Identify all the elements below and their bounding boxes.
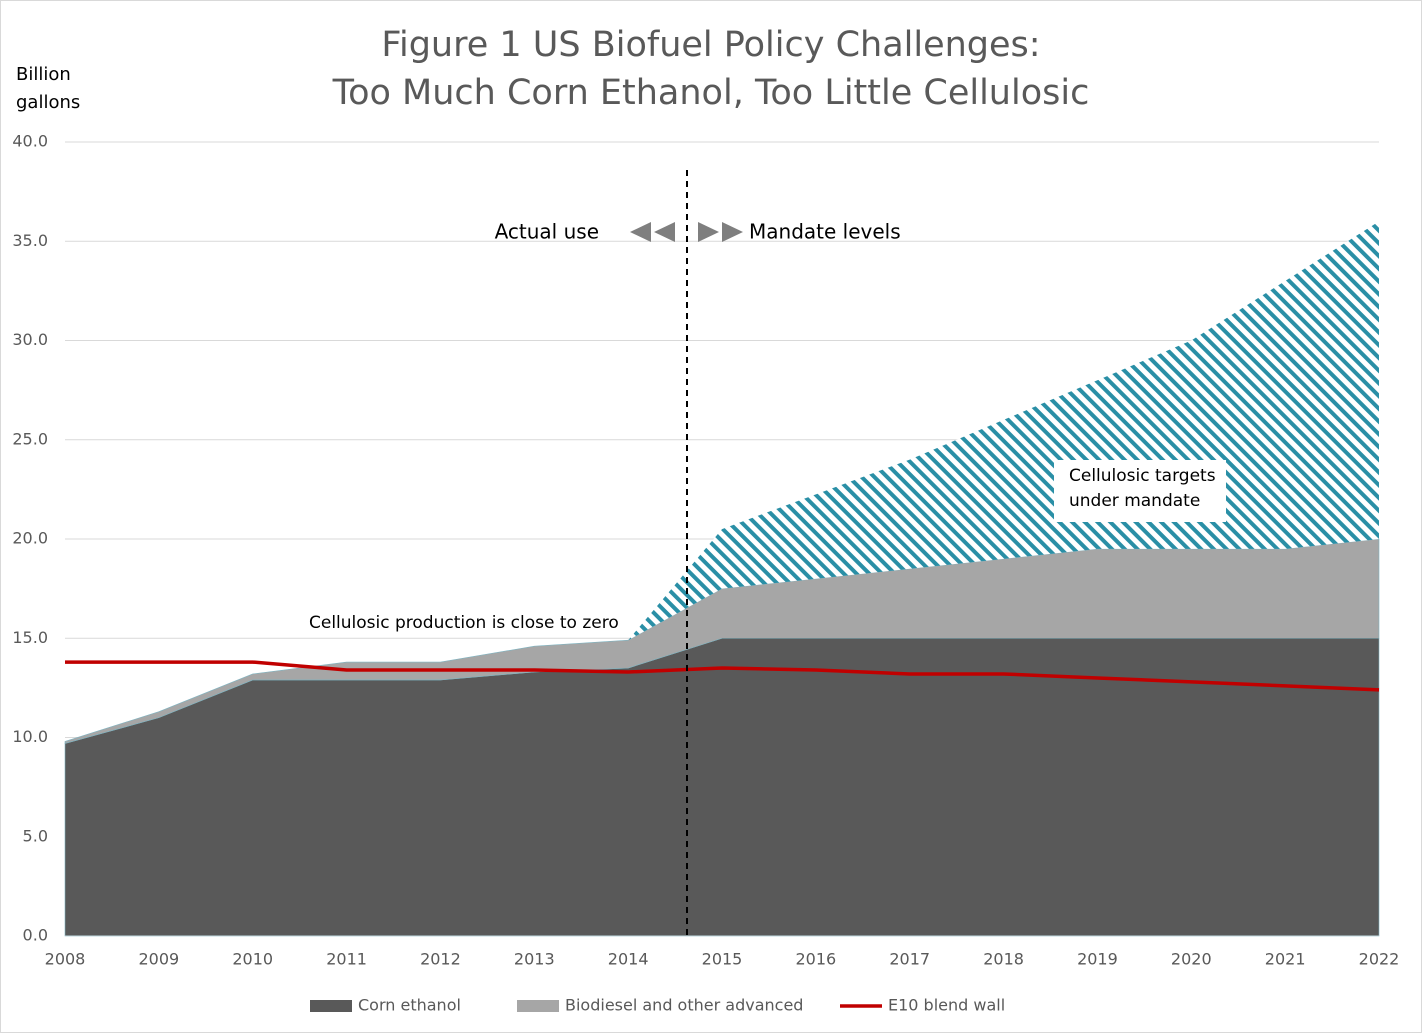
legend-label: Biodiesel and other advanced [565,996,803,1015]
y-tick-label: 35.0 [12,231,48,250]
x-tick-label: 2022 [1359,950,1400,969]
y-tick-label: 20.0 [12,529,48,548]
line [65,660,1380,692]
legend-label: E10 blend wall [888,996,1005,1015]
x-tick-label: 2011 [326,950,367,969]
y-tick-label: 5.0 [23,826,48,845]
y-tick-label: 15.0 [12,628,48,647]
annotation: Actual use [495,220,599,244]
y-tick-label: 25.0 [12,429,48,448]
annotation-box [1054,460,1226,522]
arrow [654,222,675,242]
legend-swatch [310,1000,352,1012]
x-tick-label: 2019 [1077,950,1118,969]
x-tick-label: 2017 [889,950,930,969]
y-tick-label: 40.0 [12,132,48,151]
x-tick-label: 2014 [608,950,649,969]
y-tick-label: 0.0 [23,926,48,945]
y-axis-label: Billion [16,64,71,85]
annotation: Cellulosic targets [1069,466,1216,486]
x-tick-label: 2020 [1171,950,1212,969]
x-tick-label: 2018 [983,950,1024,969]
annotation: under mandate [1069,491,1200,511]
overlay: Actual use Mandate levels Cellulosic pro… [309,170,1226,936]
annotation: Cellulosic production is close to zero [309,613,619,633]
x-tick-label: 2012 [420,950,461,969]
x-tick-label: 2008 [45,950,86,969]
x-tick-label: 2010 [232,950,273,969]
arrow [630,222,651,242]
area [64,538,1380,744]
y-tick-label: 10.0 [12,727,48,746]
x-tick-label: 2021 [1265,950,1306,969]
x-tick-label: 2015 [702,950,743,969]
arrow [698,222,719,242]
chart-title: Too Much Corn Ethanol, Too Little Cellul… [332,73,1090,113]
legend-swatch [517,1000,559,1012]
arrow [722,222,743,242]
chart-title: Figure 1 US Biofuel Policy Challenges: [381,25,1040,65]
x-tick-label: 2009 [138,950,179,969]
x-tick-label: 2013 [514,950,555,969]
y-tick-label: 30.0 [12,330,48,349]
y-axis-label: gallons [16,92,80,113]
legend-label: Corn ethanol [358,996,461,1015]
annotation: Mandate levels [749,220,901,244]
x-tick-label: 2016 [795,950,836,969]
